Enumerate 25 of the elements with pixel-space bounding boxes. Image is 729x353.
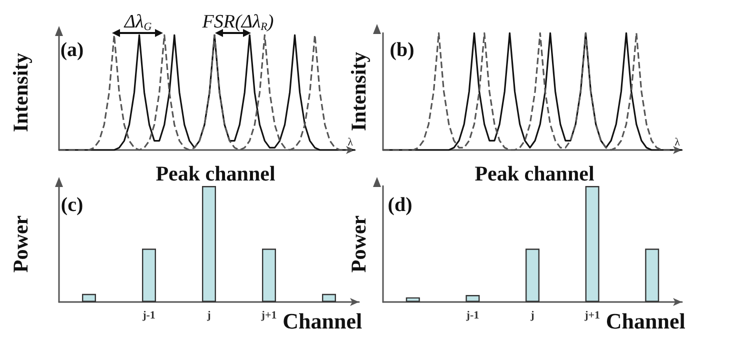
x-axis-title: λ [348,136,354,148]
chart-title: Peak channel [474,162,594,186]
x-axis-title: λ [674,136,681,148]
y-axis-title: Intensity [8,52,32,132]
x-axis-title: Channel [606,308,686,334]
annotation: (c) [60,194,84,216]
annotation: (b) [390,39,414,61]
bar [526,248,540,302]
bar [406,297,420,302]
x-axis-title: Channel [282,308,362,334]
chart-title: Peak channel [156,162,276,186]
annotation: (d) [388,194,412,216]
annotation: (a) [60,39,84,61]
y-axis-title: Intensity [346,51,370,132]
x-tick-label: j-1 [465,310,480,322]
x-tick-label: j [206,310,211,322]
y-axis-title: Power [346,215,370,273]
x-tick-label: j+1 [260,310,277,322]
x-tick-label: j+1 [584,310,600,322]
x-tick-label: j-1 [142,310,156,322]
bar [466,295,480,302]
bar [585,186,600,302]
bar [645,248,660,302]
y-axis-title: Power [8,215,32,273]
x-tick-label: j [530,310,534,322]
